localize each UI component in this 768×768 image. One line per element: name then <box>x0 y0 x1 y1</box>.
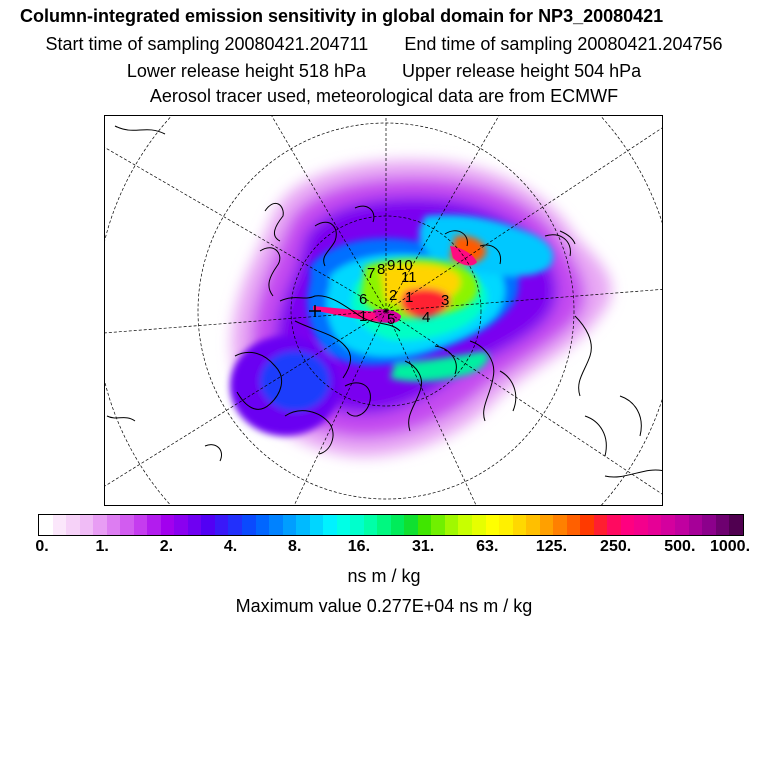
marker-11: 11 <box>401 269 417 286</box>
release-site-marker <box>309 305 321 317</box>
colorbar-swatch <box>201 515 215 535</box>
colorbar-swatch <box>309 515 324 535</box>
marker-8: 8 <box>377 261 385 278</box>
colorbar-swatch <box>485 515 500 535</box>
colorbar-swatch <box>417 515 432 535</box>
marker-1b: 1 <box>405 289 413 306</box>
colorbar-swatch <box>674 515 689 535</box>
colorbar-swatch <box>39 515 53 535</box>
lower-release-label: Lower release height 518 hPa <box>126 61 366 81</box>
colorbar-swatch <box>729 515 743 535</box>
colorbar-swatch <box>607 515 621 535</box>
colorbar-swatch <box>634 515 648 535</box>
trajectory-markers: 7 8 9 10 11 6 2 1 3 1 5 4 <box>359 257 449 328</box>
marker-9: 9 <box>387 257 395 274</box>
colorbar-units: ns m / kg <box>347 566 421 586</box>
colorbar-tick-label: 16. <box>347 538 371 555</box>
sampling-times: Start time of sampling 20080421.204711 En… <box>0 33 768 55</box>
colorbar-tick-label: 2. <box>159 538 174 555</box>
colorbar-tick-label: 31. <box>411 538 435 555</box>
colorbar-swatch <box>174 515 188 535</box>
colorbar-swatch <box>688 515 703 535</box>
marker-4: 4 <box>422 309 430 326</box>
colorbar-swatch <box>715 515 730 535</box>
colorbar-tick-label: 4. <box>223 538 238 555</box>
colorbar <box>38 514 744 536</box>
colorbar-swatch <box>404 515 418 535</box>
colorbar-swatch <box>458 515 472 535</box>
colorbar-swatch <box>431 515 445 535</box>
marker-1: 1 <box>359 308 367 325</box>
colorbar-swatch <box>499 515 513 535</box>
colorbar-swatch <box>444 515 459 535</box>
colorbar-swatch <box>269 515 283 535</box>
colorbar-swatch <box>377 515 391 535</box>
colorbar-swatch <box>539 515 554 535</box>
colorbar-swatch <box>512 515 527 535</box>
colorbar-tick-label: 250. <box>600 538 632 555</box>
colorbar-swatch <box>363 515 378 535</box>
colorbar-swatch <box>187 515 202 535</box>
colorbar-tick-label: 8. <box>288 538 302 555</box>
plot-title: Column-integrated emission sensitivity i… <box>20 6 664 26</box>
colorbar-swatch <box>228 515 242 535</box>
colorbar-swatch <box>120 515 134 535</box>
colorbar-swatch <box>52 515 67 535</box>
end-time-label: End time of sampling 20080421.204756 <box>404 34 723 54</box>
colorbar-swatch <box>160 515 175 535</box>
marker-7: 7 <box>367 265 375 282</box>
colorbar-tick-label: 0. <box>35 538 49 555</box>
colorbar-swatch <box>620 515 635 535</box>
colorbar-swatch <box>390 515 405 535</box>
upper-release-label: Upper release height 504 hPa <box>402 61 642 81</box>
colorbar-swatch <box>323 515 337 535</box>
sensitivity-map: 7 8 9 10 11 6 2 1 3 1 5 4 <box>104 115 663 506</box>
marker-6: 6 <box>359 291 367 308</box>
release-heights: Lower release height 518 hPa Upper releas… <box>0 60 768 82</box>
colorbar-swatch <box>661 515 675 535</box>
marker-5: 5 <box>387 311 395 328</box>
colorbar-swatch <box>566 515 581 535</box>
colorbar-tick-label: 1000. <box>709 538 751 555</box>
colorbar-swatch <box>296 515 310 535</box>
colorbar-swatch <box>282 515 297 535</box>
marker-2: 2 <box>389 287 397 304</box>
colorbar-swatch <box>133 515 148 535</box>
colorbar-swatch <box>66 515 80 535</box>
colorbar-swatch <box>241 515 256 535</box>
colorbar-swatch <box>526 515 540 535</box>
colorbar-tick-label: 125. <box>535 538 568 555</box>
marker-3: 3 <box>441 292 449 309</box>
colorbar-swatch <box>580 515 594 535</box>
colorbar-swatch <box>593 515 608 535</box>
colorbar-swatch <box>350 515 364 535</box>
colorbar-ticks: 0. 1. 2. 4. 8. 16. 31. 63. 125. 250. 500. 1000. <box>0 538 768 560</box>
colorbar-swatch <box>93 515 107 535</box>
marker-10: 10 <box>396 257 413 274</box>
coastlines <box>106 125 662 478</box>
colorbar-swatch <box>553 515 567 535</box>
tracer-note: Aerosol tracer used, meteorological data… <box>149 86 619 106</box>
colorbar-swatch <box>472 515 486 535</box>
colorbar-tick-label: 500. <box>664 538 696 555</box>
colorbar-swatch <box>147 515 161 535</box>
colorbar-swatch <box>336 515 351 535</box>
colorbar-swatch <box>79 515 94 535</box>
colorbar-swatch <box>106 515 121 535</box>
colorbar-swatch <box>647 515 662 535</box>
colorbar-swatch <box>255 515 270 535</box>
map-canvas: 7 8 9 10 11 6 2 1 3 1 5 4 <box>105 116 662 505</box>
maximum-value-label: Maximum value 0.277E+04 ns m / kg <box>235 596 533 616</box>
colorbar-tick-label: 1. <box>95 538 109 555</box>
colorbar-swatch <box>214 515 229 535</box>
start-time-label: Start time of sampling 20080421.204711 <box>45 34 369 54</box>
colorbar-swatch <box>702 515 716 535</box>
colorbar-tick-label: 63. <box>476 538 499 555</box>
